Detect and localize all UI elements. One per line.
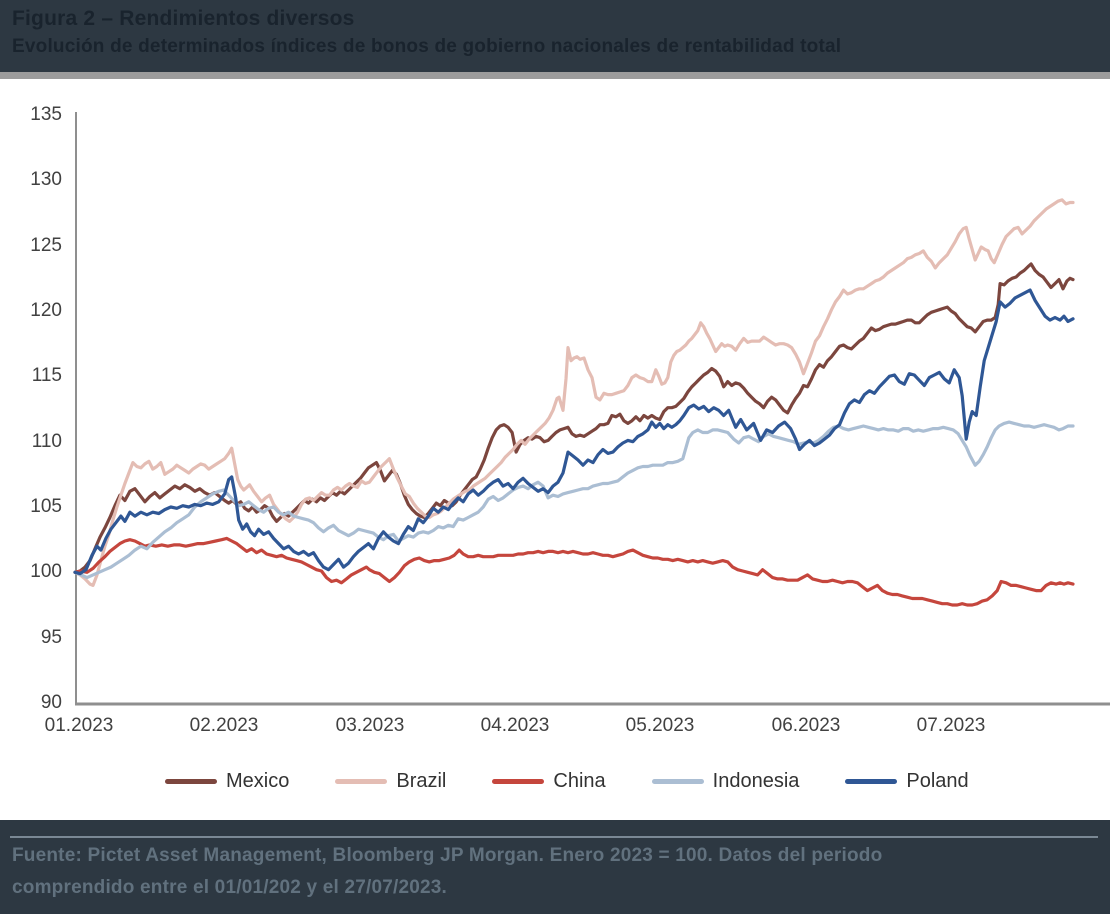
footer-divider [10, 836, 1098, 838]
legend-item-china: China [492, 768, 606, 794]
x-tick-label: 01.2023 [44, 715, 114, 736]
legend-item-indonesia: Indonesia [651, 768, 800, 794]
x-tick-label: 07.2023 [916, 715, 986, 736]
y-tick-label: 125 [30, 235, 62, 256]
series-line-mexico [73, 262, 1075, 574]
legend: Mexico Brazil China Indonesia Poland [165, 768, 969, 794]
legend-item-brazil: Brazil [335, 768, 446, 794]
legend-label-brazil: Brazil [396, 770, 447, 792]
legend-item-poland: Poland [845, 768, 969, 794]
y-tick-label: 135 [30, 104, 62, 125]
series-line-brazil [73, 198, 1075, 588]
footer: Fuente: Pictet Asset Management, Bloombe… [0, 820, 1110, 914]
legend-label-mexico: Mexico [226, 770, 290, 792]
x-tick-label: 04.2023 [480, 715, 550, 736]
y-tick-label: 90 [40, 692, 62, 713]
legend-label-poland: Poland [906, 770, 969, 792]
y-tick-label: 115 [31, 365, 62, 386]
figure-title: Figura 2 – Rendimientos diversos [12, 7, 355, 30]
legend-swatch-poland [845, 778, 898, 784]
legend-swatch-brazil [335, 778, 388, 784]
series-line-indonesia [73, 420, 1075, 580]
x-tick-label: 06.2023 [771, 715, 841, 736]
y-tick-label: 100 [30, 561, 62, 582]
legend-label-china: China [553, 770, 606, 792]
source-line-1: Fuente: Pictet Asset Management, Bloombe… [12, 845, 883, 866]
header: Figura 2 – Rendimientos diversos Evoluci… [0, 0, 1110, 72]
series-line-poland [73, 288, 1075, 576]
y-tick-label: 110 [31, 431, 62, 452]
y-tick-label: 105 [30, 496, 62, 517]
legend-swatch-china [492, 778, 545, 784]
header-divider [0, 72, 1110, 79]
legend-swatch-mexico [165, 778, 217, 784]
x-tick-label: 05.2023 [625, 715, 695, 736]
legend-item-mexico: Mexico [165, 768, 289, 794]
series-line-china [73, 536, 1075, 607]
x-tick-label: 03.2023 [335, 715, 405, 736]
source-line-2: comprendido entre el 01/01/202 y el 27/0… [12, 877, 448, 898]
y-tick-label: 130 [30, 169, 62, 190]
legend-swatch-indonesia [651, 778, 704, 784]
y-tick-label: 120 [30, 300, 62, 321]
figure-subtitle: Evolución de determinados índices de bon… [12, 36, 842, 57]
y-tick-label: 95 [40, 627, 62, 648]
x-tick-label: 02.2023 [189, 715, 259, 736]
legend-label-indonesia: Indonesia [712, 770, 800, 792]
